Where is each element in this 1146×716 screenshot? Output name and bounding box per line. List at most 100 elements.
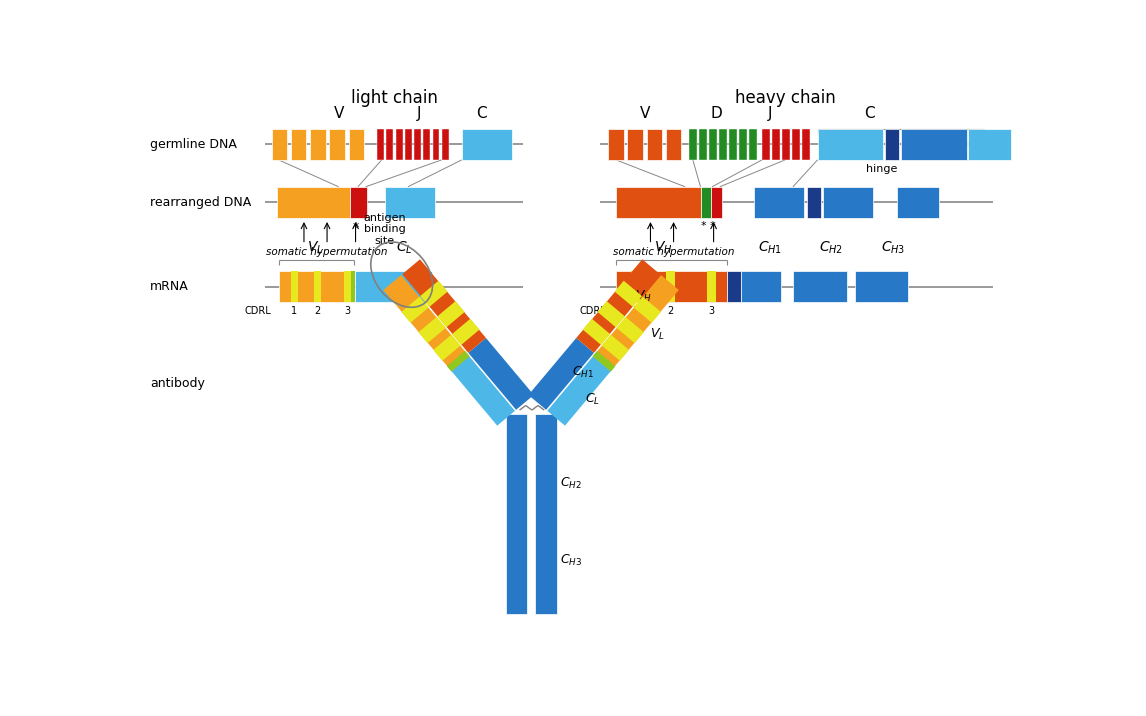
Text: $\mathit{C_{H2}}$: $\mathit{C_{H2}}$ — [819, 240, 843, 256]
Bar — [272, 129, 286, 160]
Polygon shape — [583, 319, 610, 345]
Polygon shape — [402, 259, 486, 353]
Bar — [329, 129, 345, 160]
Bar — [807, 187, 821, 218]
Bar — [414, 129, 421, 160]
Text: hinge: hinge — [865, 164, 897, 174]
Bar — [615, 271, 728, 302]
Text: germline DNA: germline DNA — [150, 138, 237, 151]
Bar — [666, 271, 675, 302]
Text: 2: 2 — [314, 306, 320, 316]
Bar — [631, 271, 641, 302]
Text: $\mathit{C_L}$: $\mathit{C_L}$ — [395, 240, 413, 256]
Bar — [823, 187, 873, 218]
Text: 2: 2 — [667, 306, 674, 316]
Bar — [291, 129, 306, 160]
Bar — [792, 129, 800, 160]
Text: 1: 1 — [291, 306, 297, 316]
Bar — [535, 414, 557, 614]
Bar — [386, 129, 393, 160]
Bar — [291, 271, 298, 302]
Bar — [897, 187, 940, 218]
Polygon shape — [602, 334, 629, 361]
Bar — [351, 271, 355, 302]
Polygon shape — [548, 354, 613, 425]
Bar — [355, 271, 432, 302]
Text: D: D — [711, 106, 722, 121]
Bar — [719, 129, 727, 160]
Text: $\mathit{V_H}$: $\mathit{V_H}$ — [654, 240, 673, 256]
Bar — [462, 129, 512, 160]
Bar — [505, 414, 527, 614]
Text: C: C — [476, 106, 486, 121]
Bar — [741, 271, 782, 302]
Text: $\mathit{C_{H3}}$: $\mathit{C_{H3}}$ — [881, 240, 905, 256]
Text: $V_L$: $V_L$ — [650, 327, 665, 342]
Polygon shape — [617, 317, 644, 343]
Polygon shape — [449, 354, 515, 425]
Bar — [432, 129, 439, 160]
Text: J: J — [768, 106, 772, 121]
Bar — [277, 187, 351, 218]
Polygon shape — [614, 281, 642, 307]
Text: heavy chain: heavy chain — [735, 90, 835, 107]
Polygon shape — [528, 338, 594, 410]
Bar — [728, 271, 741, 302]
Polygon shape — [401, 296, 429, 323]
Bar — [782, 129, 790, 160]
Bar — [395, 129, 402, 160]
Bar — [344, 271, 351, 302]
Polygon shape — [592, 351, 615, 372]
Text: V: V — [333, 106, 344, 121]
Bar — [739, 129, 747, 160]
Text: $C_{H1}$: $C_{H1}$ — [572, 365, 594, 380]
Text: $V_H$: $V_H$ — [635, 289, 652, 304]
Text: $C_{H3}$: $C_{H3}$ — [560, 553, 582, 568]
Text: rearranged DNA: rearranged DNA — [150, 195, 251, 208]
Polygon shape — [421, 281, 448, 307]
Bar — [646, 129, 662, 160]
Text: J: J — [417, 106, 422, 121]
Text: $\mathit{C_{H1}}$: $\mathit{C_{H1}}$ — [758, 240, 782, 256]
Text: * *: * * — [700, 221, 715, 231]
Bar — [817, 129, 884, 160]
Text: $\mathit{V_L}$: $\mathit{V_L}$ — [307, 240, 323, 256]
Bar — [278, 271, 354, 302]
Polygon shape — [576, 259, 660, 353]
Polygon shape — [418, 317, 446, 343]
Bar — [385, 187, 434, 218]
Bar — [886, 129, 900, 160]
Bar — [666, 129, 681, 160]
Polygon shape — [447, 351, 470, 372]
Text: *: * — [353, 221, 359, 234]
Bar — [700, 187, 712, 218]
Polygon shape — [469, 338, 534, 410]
Text: C: C — [864, 106, 876, 121]
Text: V: V — [639, 106, 650, 121]
Bar — [754, 187, 804, 218]
Polygon shape — [384, 275, 468, 369]
Bar — [405, 129, 411, 160]
Bar — [699, 129, 707, 160]
Text: light chain: light chain — [351, 90, 438, 107]
Text: antigen
binding
site: antigen binding site — [363, 213, 406, 246]
Text: $C_L$: $C_L$ — [586, 392, 601, 407]
Polygon shape — [597, 301, 625, 327]
Polygon shape — [595, 275, 678, 369]
Bar — [762, 129, 770, 160]
Text: $C_{H2}$: $C_{H2}$ — [560, 475, 582, 490]
Bar — [689, 129, 697, 160]
Text: 3: 3 — [708, 306, 714, 316]
Bar — [802, 129, 810, 160]
Bar — [968, 129, 1011, 160]
Polygon shape — [634, 296, 661, 323]
Bar — [348, 129, 364, 160]
Bar — [749, 129, 756, 160]
Bar — [729, 129, 737, 160]
Text: 3: 3 — [344, 306, 351, 316]
Bar — [377, 129, 384, 160]
Bar — [707, 271, 716, 302]
Bar — [423, 129, 430, 160]
Bar — [311, 129, 325, 160]
Text: CDRH: CDRH — [580, 306, 609, 316]
